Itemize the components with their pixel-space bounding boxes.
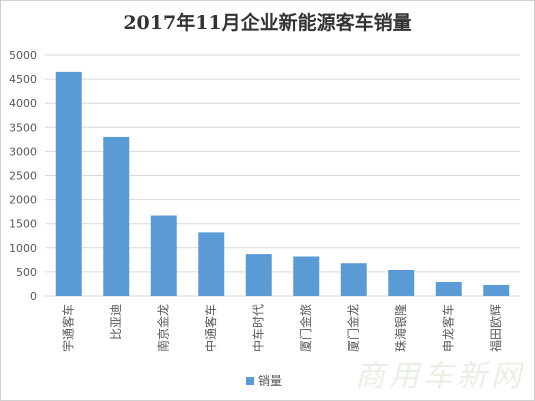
y-tick-label: 2000 xyxy=(9,194,37,207)
y-tick-label: 500 xyxy=(16,266,37,279)
bar-2 xyxy=(103,136,130,296)
bar-8 xyxy=(388,269,415,296)
y-tick-label: 4500 xyxy=(9,73,37,86)
bar-5 xyxy=(245,254,272,296)
x-tick-label: 比亚迪 xyxy=(109,304,123,340)
bar-9 xyxy=(435,282,462,296)
legend-swatch xyxy=(246,376,254,385)
x-tick-label: 宇通客车 xyxy=(60,304,75,352)
legend-label: 销量 xyxy=(258,374,283,388)
bar-4 xyxy=(198,232,225,296)
x-tick-label: 中通客车 xyxy=(203,304,218,352)
y-tick-label: 3000 xyxy=(9,145,37,158)
x-tick-label: 厦门金龙 xyxy=(345,304,360,352)
x-tick-label: 南京金龙 xyxy=(155,304,170,352)
x-tick-label: 厦门金旅 xyxy=(298,304,313,352)
y-tick-label: 2500 xyxy=(9,170,37,183)
bar-7 xyxy=(340,263,367,296)
x-tick-label: 福田欧辉 xyxy=(488,304,503,352)
bar-3 xyxy=(150,215,177,296)
x-tick-label: 申龙客车 xyxy=(440,304,455,352)
x-tick-label: 中车时代 xyxy=(250,304,265,352)
y-tick-label: 1000 xyxy=(9,242,37,255)
watermark-logo: 商用车新网 xyxy=(355,359,525,394)
legend: 销量 xyxy=(246,372,282,389)
y-tick-label: 1500 xyxy=(9,218,37,231)
y-tick-label: 0 xyxy=(30,290,37,303)
y-tick-label: 5000 xyxy=(9,49,37,62)
y-tick-label: 3500 xyxy=(9,121,37,134)
chart-title: 2017年11月企业新能源客车销量 xyxy=(123,12,412,34)
x-tick-label: 珠海银隆 xyxy=(393,304,408,352)
bar-1 xyxy=(55,71,82,297)
y-tick-label: 4000 xyxy=(9,97,37,110)
bar-10 xyxy=(483,284,510,296)
bar-6 xyxy=(293,256,320,296)
